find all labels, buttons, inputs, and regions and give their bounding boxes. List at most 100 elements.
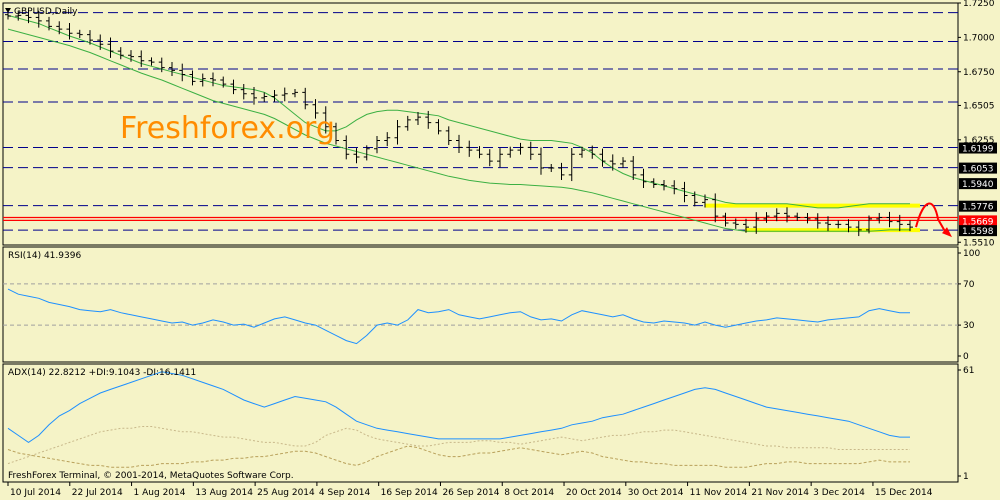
price-bar	[333, 122, 339, 145]
x-tick-label: 15 Dec 2014	[875, 488, 933, 498]
forecast-arrowhead	[942, 227, 952, 238]
price-bar	[497, 148, 503, 168]
rsi-tick-label: 30	[963, 321, 975, 331]
price-box-label: 1.5940	[962, 180, 994, 190]
price-box-label: 1.6199	[962, 145, 994, 155]
moving-average-envelope	[7, 14, 910, 232]
price-bar	[107, 37, 114, 58]
price-bar	[148, 57, 155, 66]
price-bar	[415, 112, 421, 125]
y-tick-label: 1.6750	[963, 68, 995, 78]
price-bar	[763, 212, 770, 223]
price-bar	[445, 126, 452, 146]
price-bar	[261, 92, 268, 102]
x-tick-label: 13 Aug 2014	[195, 488, 253, 498]
price-axis: 1.7250 1.7000 1.6750 1.6505 1.6255 1.5510 1.61…	[958, 0, 997, 248]
price-bar	[702, 194, 708, 208]
price-box-label: 1.6053	[962, 165, 994, 175]
adx-panel-frame	[2, 363, 959, 483]
copyright-footer: FreshForex Terminal, © 2001-2014, MetaQu…	[8, 471, 294, 481]
price-bar	[866, 215, 872, 234]
x-tick-label: 4 Sep 2014	[319, 488, 371, 498]
price-bar	[251, 87, 257, 105]
rsi-panel[interactable]: RSI(14) 41.9396 100 70 30 0	[2, 246, 980, 363]
price-bar	[558, 162, 565, 180]
price-bar	[486, 149, 493, 167]
price-bar	[281, 87, 288, 102]
price-bar	[435, 119, 442, 135]
price-bar	[579, 146, 585, 158]
adx-title: ADX(14) 22.8212 +DI:9.1043 -DI:16.1411	[8, 368, 196, 378]
price-bar	[640, 168, 647, 188]
symbol-title-group: GBPUSD,Daily	[5, 7, 78, 17]
x-tick-label: 3 Dec 2014	[813, 488, 865, 498]
price-bar	[56, 21, 63, 35]
price-bar	[271, 90, 278, 102]
price-bar	[691, 191, 698, 207]
y-tick-label: 1.5510	[963, 238, 995, 248]
price-bar	[394, 120, 401, 145]
price-bar	[650, 178, 657, 188]
price-bar	[620, 157, 626, 168]
price-bar	[35, 10, 42, 28]
price-bar	[179, 63, 186, 82]
price-bar	[128, 50, 134, 62]
x-tick-label: 22 Jul 2014	[72, 488, 123, 498]
price-panel[interactable]: Freshforex.org GBPUSD,Daily 1.7250 1.7000…	[2, 0, 997, 248]
price-bar	[835, 220, 842, 229]
rsi-levels	[3, 283, 958, 326]
x-tick-label: 26 Sep 2014	[442, 488, 499, 498]
x-tick-label: 8 Oct 2014	[504, 488, 554, 498]
price-bar	[507, 146, 514, 158]
adx-di-plus-line	[7, 445, 910, 468]
x-tick-label: 1 Aug 2014	[134, 488, 186, 498]
rsi-tick-label: 70	[963, 280, 975, 290]
price-bar	[220, 76, 227, 88]
x-tick-label: 25 Aug 2014	[257, 488, 315, 498]
rsi-axis: 100 70 30 0	[958, 249, 980, 362]
price-box-label: 1.5776	[962, 203, 994, 213]
price-panel-frame	[2, 2, 959, 246]
price-bar	[230, 79, 237, 95]
rsi-line	[7, 288, 910, 345]
x-tick-label: 30 Oct 2014	[628, 488, 684, 498]
price-bar	[456, 134, 462, 154]
price-bar	[896, 214, 903, 232]
price-bar	[76, 29, 83, 39]
price-bar	[794, 212, 801, 221]
price-bar	[302, 87, 309, 110]
price-bar	[630, 156, 637, 180]
watermark-text: Freshforex.org	[120, 111, 335, 146]
rsi-tick-label: 0	[963, 352, 969, 362]
price-bar	[722, 212, 729, 227]
y-tick-label: 1.6255	[963, 136, 995, 146]
y-tick-label: 1.7000	[963, 33, 995, 43]
price-bar	[855, 220, 862, 237]
x-tick-label: 11 Nov 2014	[690, 488, 748, 498]
price-bar	[476, 146, 483, 159]
price-bar	[804, 212, 811, 224]
price-bar	[548, 164, 555, 172]
price-box	[959, 142, 997, 154]
price-box	[959, 200, 997, 212]
price-bar	[363, 145, 370, 161]
price-bar	[292, 88, 298, 98]
price-bar	[907, 220, 913, 232]
price-bar	[681, 181, 688, 203]
price-bar	[240, 83, 247, 100]
adx-panel[interactable]: ADX(14) 22.8212 +DI:9.1043 -DI:16.1411 6…	[2, 363, 974, 483]
price-bar	[138, 50, 145, 67]
x-tick-label: 10 Jul 2014	[10, 488, 61, 498]
price-bar	[743, 218, 749, 233]
price-bar	[886, 211, 893, 228]
price-bar	[425, 110, 432, 129]
price-bar	[784, 207, 790, 223]
price-bar	[15, 10, 22, 21]
time-axis: 10 Jul 2014 22 Jul 2014 1 Aug 2014 13 Aug 2…	[7, 482, 933, 498]
price-bar	[158, 57, 165, 73]
price-bar	[753, 212, 760, 234]
price-bar	[527, 141, 534, 160]
price-bar	[117, 47, 124, 60]
